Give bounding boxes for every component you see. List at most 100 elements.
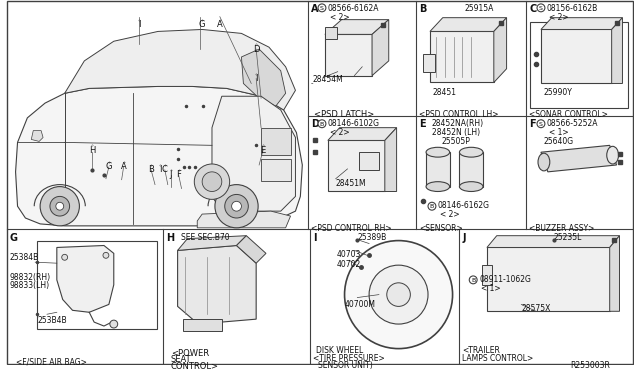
Polygon shape xyxy=(612,18,623,83)
Circle shape xyxy=(56,202,64,210)
Text: 40703: 40703 xyxy=(337,250,361,259)
Text: E: E xyxy=(419,119,426,129)
Polygon shape xyxy=(31,131,43,141)
Text: I: I xyxy=(255,74,257,83)
Text: S: S xyxy=(320,6,324,11)
Text: D: D xyxy=(253,45,259,54)
Bar xyxy=(460,152,483,187)
Circle shape xyxy=(202,172,222,192)
Text: <BUZZER ASSY>: <BUZZER ASSY> xyxy=(529,224,595,233)
Text: DISK WHEEL: DISK WHEEL xyxy=(316,346,364,355)
Text: B: B xyxy=(471,278,476,283)
Text: I: I xyxy=(159,166,161,174)
Ellipse shape xyxy=(460,147,483,157)
Text: D: D xyxy=(311,119,319,129)
Ellipse shape xyxy=(426,147,450,157)
Circle shape xyxy=(318,4,326,12)
Text: < 1>: < 1> xyxy=(549,128,568,137)
Bar xyxy=(325,28,337,39)
Text: 08566-6162A: 08566-6162A xyxy=(328,4,380,13)
Circle shape xyxy=(195,164,230,199)
Polygon shape xyxy=(65,29,296,110)
Polygon shape xyxy=(325,20,388,34)
Circle shape xyxy=(215,185,258,228)
Circle shape xyxy=(232,201,241,211)
Text: <PSD LATCH>: <PSD LATCH> xyxy=(314,110,374,119)
Text: B: B xyxy=(430,204,434,209)
Circle shape xyxy=(225,195,248,218)
Circle shape xyxy=(387,283,410,307)
Text: R253003R: R253003R xyxy=(570,361,611,371)
Text: I: I xyxy=(313,233,317,243)
Circle shape xyxy=(103,252,109,258)
Text: 28452NA(RH): 28452NA(RH) xyxy=(432,119,484,128)
Text: 08156-6162B: 08156-6162B xyxy=(547,4,598,13)
Text: 08146-6102G: 08146-6102G xyxy=(328,119,380,128)
Text: F: F xyxy=(529,119,536,129)
Text: < 1>: < 1> xyxy=(481,284,500,293)
Polygon shape xyxy=(541,145,616,172)
Ellipse shape xyxy=(426,182,450,192)
Polygon shape xyxy=(237,236,266,263)
Bar xyxy=(530,22,628,108)
Text: C: C xyxy=(162,166,168,174)
Text: 28452N (LH): 28452N (LH) xyxy=(432,128,480,137)
Polygon shape xyxy=(328,128,397,140)
Circle shape xyxy=(344,241,452,349)
Text: 08146-6162G: 08146-6162G xyxy=(438,201,490,210)
Text: 25235L: 25235L xyxy=(554,233,582,242)
Circle shape xyxy=(537,120,545,128)
Text: < 2>: < 2> xyxy=(440,210,460,219)
Polygon shape xyxy=(178,246,256,324)
Text: 25505P: 25505P xyxy=(442,137,470,145)
Text: <TIRE PRESSURE>: <TIRE PRESSURE> xyxy=(313,353,385,363)
Text: <TRAILER: <TRAILER xyxy=(462,346,500,355)
Text: 28454M: 28454M xyxy=(312,75,343,84)
Polygon shape xyxy=(57,246,114,312)
Text: < 2>: < 2> xyxy=(330,13,349,22)
Circle shape xyxy=(428,202,436,210)
Text: <SONAR CONTROL>: <SONAR CONTROL> xyxy=(529,110,608,119)
Text: < 2>: < 2> xyxy=(549,13,568,22)
Text: 08566-5252A: 08566-5252A xyxy=(547,119,598,128)
Polygon shape xyxy=(15,86,302,226)
Bar xyxy=(182,319,222,331)
Text: 40702: 40702 xyxy=(337,260,361,269)
Ellipse shape xyxy=(460,182,483,192)
Text: 08911-1062G: 08911-1062G xyxy=(479,275,531,284)
Text: I: I xyxy=(138,20,141,29)
Text: B: B xyxy=(419,4,426,14)
Bar xyxy=(541,29,612,83)
Circle shape xyxy=(61,254,68,260)
Text: <F/SIDE AIR BAG>: <F/SIDE AIR BAG> xyxy=(15,357,86,366)
Circle shape xyxy=(469,276,477,284)
Text: G: G xyxy=(199,20,205,29)
Text: S: S xyxy=(539,122,543,127)
Text: G: G xyxy=(10,233,18,243)
Text: J: J xyxy=(462,233,466,243)
Text: 98833(LH): 98833(LH) xyxy=(10,281,50,290)
Circle shape xyxy=(369,265,428,324)
Text: 25990Y: 25990Y xyxy=(544,89,573,97)
Polygon shape xyxy=(430,18,507,31)
Bar xyxy=(359,152,379,170)
Polygon shape xyxy=(212,96,296,211)
Bar xyxy=(430,31,494,83)
Text: 25640G: 25640G xyxy=(544,137,574,145)
Text: < 2>: < 2> xyxy=(330,128,349,137)
Text: <PSD CONTROL RH>: <PSD CONTROL RH> xyxy=(311,224,392,233)
Polygon shape xyxy=(372,20,388,76)
Circle shape xyxy=(318,120,326,128)
Text: B: B xyxy=(320,122,324,127)
Bar xyxy=(37,241,157,329)
Text: -: - xyxy=(311,80,314,87)
Text: G: G xyxy=(106,163,112,171)
Text: F: F xyxy=(176,170,181,179)
Polygon shape xyxy=(241,49,285,106)
Polygon shape xyxy=(494,18,507,83)
Polygon shape xyxy=(385,128,397,192)
Text: CONTROL>: CONTROL> xyxy=(171,362,219,371)
Circle shape xyxy=(40,187,79,226)
Text: SEE SEC.B70: SEE SEC.B70 xyxy=(180,233,229,242)
Bar xyxy=(328,140,385,192)
